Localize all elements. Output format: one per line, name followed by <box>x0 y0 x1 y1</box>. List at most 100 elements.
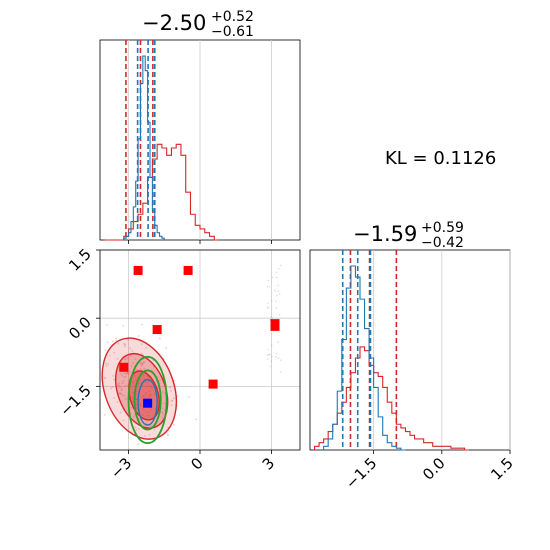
sample-point <box>277 341 279 344</box>
y-tick-label: −1.5 <box>56 381 94 419</box>
sample-point <box>139 403 141 406</box>
sample-point <box>120 372 122 375</box>
sample-point <box>121 374 124 377</box>
hist-top-left-title-value: −2.50 <box>142 11 206 35</box>
sample-point <box>143 361 146 363</box>
sample-point <box>123 342 125 345</box>
sample-point <box>105 362 107 365</box>
scatter-sample-points <box>95 264 282 445</box>
sample-point <box>150 385 152 387</box>
sample-point <box>95 374 97 376</box>
sample-point <box>267 307 269 310</box>
sample-point <box>118 392 121 395</box>
green-contour <box>133 369 162 431</box>
blue-hist-step-line <box>123 55 165 240</box>
sample-point <box>126 356 129 359</box>
sample-point <box>139 361 142 364</box>
sample-point <box>176 395 179 398</box>
sample-point <box>122 324 125 327</box>
red-square-marker <box>119 362 129 372</box>
sample-point <box>118 384 121 387</box>
sample-point <box>120 389 123 391</box>
sample-point <box>169 386 171 389</box>
sample-point <box>109 354 112 357</box>
sample-point <box>279 371 282 373</box>
y-tick-label: 1.5 <box>65 245 95 275</box>
hist-panel-top-left: −2.50 +0.52 −0.61 <box>99 9 301 244</box>
sample-point <box>103 413 106 416</box>
sample-point <box>126 371 129 374</box>
sample-point <box>271 276 274 279</box>
hist-top-left-title-sup: +0.52 <box>211 9 254 25</box>
sample-point <box>140 343 143 346</box>
sample-point <box>135 379 137 382</box>
sample-point <box>120 388 123 391</box>
sample-point <box>117 384 119 387</box>
sample-point <box>274 289 276 292</box>
sample-point <box>129 347 132 350</box>
sample-point <box>144 435 146 437</box>
sample-point <box>135 398 138 401</box>
sample-point <box>124 384 127 387</box>
sample-point <box>122 379 125 382</box>
sample-point <box>147 396 150 398</box>
sample-point <box>130 365 133 368</box>
blue-square-marker <box>143 398 153 408</box>
sample-point <box>267 279 270 282</box>
sample-point <box>132 392 135 394</box>
red-hist-step-line <box>104 143 220 241</box>
sample-point <box>113 397 116 399</box>
sample-point <box>148 415 151 417</box>
sample-point <box>135 398 138 401</box>
sample-point <box>141 362 144 364</box>
hist-bottom-right-title-sub: −0.42 <box>421 235 464 251</box>
sample-point <box>148 390 151 393</box>
sample-point <box>194 418 197 421</box>
sample-point <box>171 400 174 402</box>
sample-point <box>106 341 109 344</box>
sample-point <box>162 413 164 416</box>
sample-point <box>276 276 278 279</box>
sample-point <box>107 363 110 366</box>
scatter-ticks: −3 0 3 1.5 0.0 −1.5 <box>56 245 278 482</box>
sample-point <box>270 360 273 363</box>
sample-point <box>139 403 142 405</box>
red-square-marker <box>208 379 218 389</box>
sample-point <box>149 408 152 411</box>
sample-point <box>170 404 173 406</box>
sample-point <box>147 385 150 388</box>
hist-bottom-right-title-value: −1.59 <box>353 222 417 246</box>
sample-point <box>116 401 119 403</box>
sample-point <box>161 411 164 414</box>
sample-point <box>111 386 114 388</box>
sample-point <box>113 351 116 354</box>
hist-panel-bottom-right: −1.5 0.0 1.5 −1.59 +0.59 −0.42 <box>309 220 517 493</box>
sample-point <box>123 343 126 346</box>
sample-point <box>275 307 278 309</box>
sample-point <box>127 372 130 375</box>
hist-top-left-series <box>104 40 220 241</box>
sample-point <box>271 317 274 319</box>
hist-bottom-right-title: −1.59 <box>353 222 417 246</box>
sample-point <box>145 393 148 396</box>
sample-point <box>135 407 138 410</box>
sample-point <box>104 377 107 380</box>
red-square-marker <box>152 325 162 335</box>
sample-point <box>138 379 141 381</box>
x-tick-label: −3 <box>107 454 135 482</box>
sample-point <box>119 411 122 414</box>
sample-point <box>118 382 120 385</box>
sample-point <box>171 399 173 402</box>
sample-point <box>142 394 145 397</box>
sample-point <box>150 386 153 389</box>
scatter-markers <box>119 265 280 408</box>
sample-point <box>135 392 138 395</box>
sample-point <box>278 293 281 295</box>
sample-point <box>279 264 282 267</box>
sample-point <box>143 361 145 364</box>
sample-point <box>266 358 269 360</box>
hist-bottom-right-frame <box>309 249 511 451</box>
blue-contour <box>137 378 158 426</box>
sample-point <box>266 354 269 356</box>
sample-point <box>167 434 170 436</box>
